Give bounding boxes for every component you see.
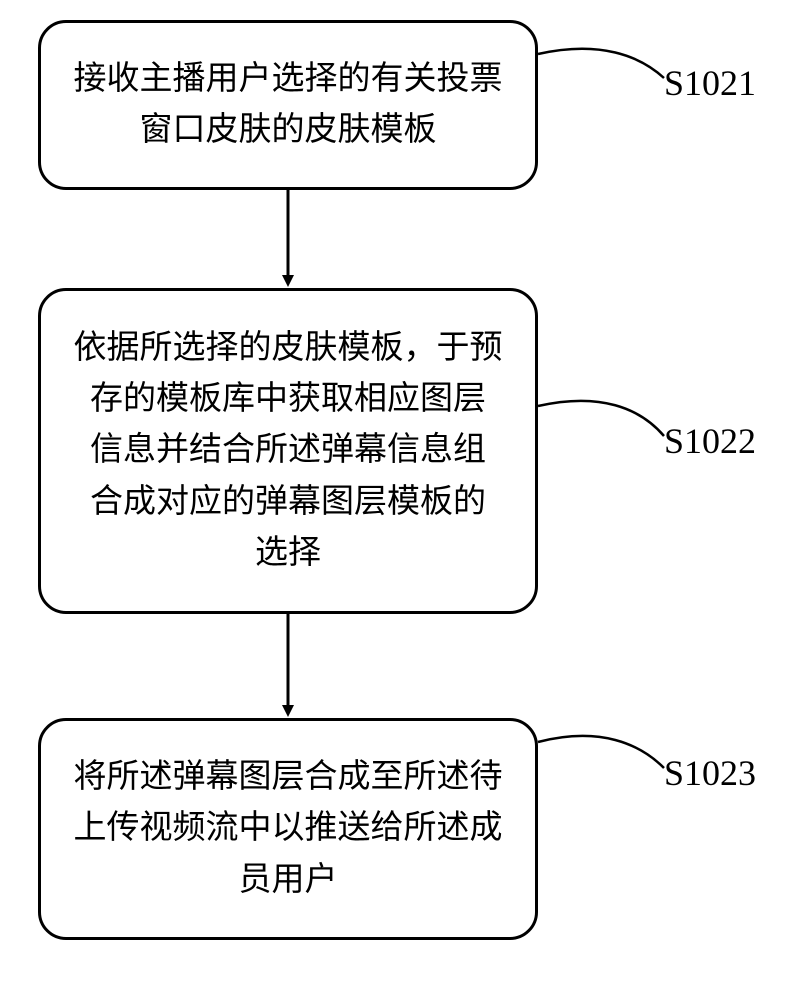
node-text: 接收主播用户选择的有关投票 窗口皮肤的皮肤模板: [74, 54, 503, 156]
step-label-s1023: S1023: [664, 752, 756, 794]
step-label-s1021: S1021: [664, 62, 756, 104]
node-text: 依据所选择的皮肤模板，于预 存的模板库中获取相应图层 信息并结合所述弹幕信息组 …: [74, 323, 503, 579]
flowchart-node-s1021: 接收主播用户选择的有关投票 窗口皮肤的皮肤模板: [38, 20, 538, 190]
label-connector-s1023: [538, 736, 664, 768]
label-connector-s1021: [538, 49, 664, 78]
step-label-s1022: S1022: [664, 420, 756, 462]
flowchart-node-s1022: 依据所选择的皮肤模板，于预 存的模板库中获取相应图层 信息并结合所述弹幕信息组 …: [38, 288, 538, 614]
node-text: 将所述弹幕图层合成至所述待 上传视频流中以推送给所述成 员用户: [74, 752, 503, 905]
flowchart-node-s1023: 将所述弹幕图层合成至所述待 上传视频流中以推送给所述成 员用户: [38, 718, 538, 940]
label-connector-s1022: [538, 401, 664, 436]
flowchart-canvas: 接收主播用户选择的有关投票 窗口皮肤的皮肤模板 S1021 依据所选择的皮肤模板…: [0, 0, 809, 1000]
